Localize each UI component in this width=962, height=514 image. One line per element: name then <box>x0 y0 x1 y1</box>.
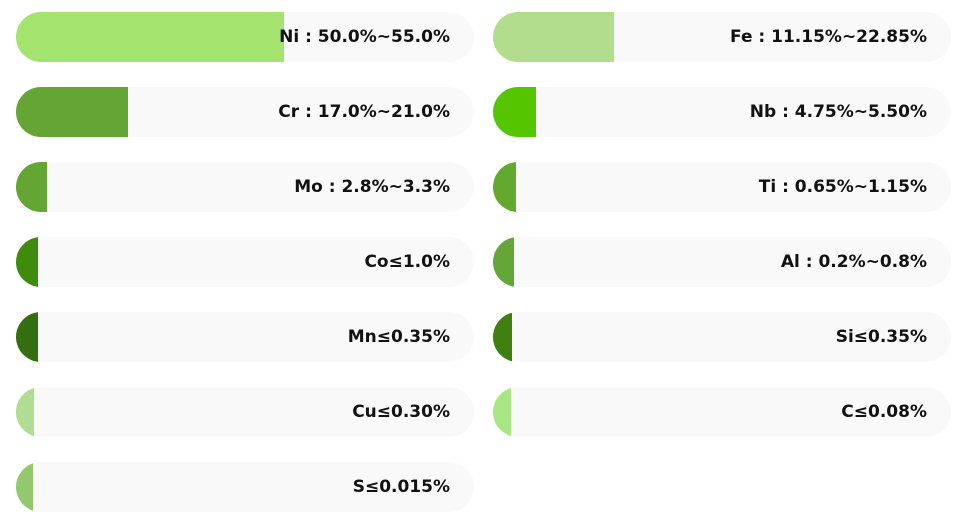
bar <box>493 237 515 287</box>
bar-track: Nb : 4.75%~5.50% <box>493 87 951 137</box>
bar-label: Mo : 2.8%~3.3% <box>294 177 450 197</box>
bar-track: Si≤0.35% <box>493 312 951 362</box>
bar-label: Ni : 50.0%~55.0% <box>279 27 450 47</box>
bar-track: Mn≤0.35% <box>16 312 474 362</box>
bar-track: S≤0.015% <box>16 462 474 512</box>
bar-track: C≤0.08% <box>493 387 951 437</box>
bar <box>16 237 38 287</box>
bar-label: Ti : 0.65%~1.15% <box>758 177 927 197</box>
bar <box>493 87 537 137</box>
bar <box>493 312 512 362</box>
bar-label: Fe : 11.15%~22.85% <box>730 27 927 47</box>
bar-track: Fe : 11.15%~22.85% <box>493 12 951 62</box>
bar-track: Cu≤0.30% <box>16 387 474 437</box>
bar <box>16 312 38 362</box>
bar <box>493 12 614 62</box>
bar <box>16 12 284 62</box>
bar <box>16 387 34 437</box>
bar-label: Al : 0.2%~0.8% <box>780 252 927 272</box>
bar <box>16 462 33 512</box>
bar <box>16 162 48 212</box>
bar <box>493 162 516 212</box>
bar <box>493 387 511 437</box>
bar-label: Si≤0.35% <box>835 327 927 347</box>
bar-track: Mo : 2.8%~3.3% <box>16 162 474 212</box>
bar-label: Cr : 17.0%~21.0% <box>278 102 450 122</box>
bar-track: Ti : 0.65%~1.15% <box>493 162 951 212</box>
bar-track: Ni : 50.0%~55.0% <box>16 12 474 62</box>
bar <box>16 87 129 137</box>
bar-label: S≤0.015% <box>352 477 450 497</box>
bar-label: Nb : 4.75%~5.50% <box>749 102 927 122</box>
bar-label: Co≤1.0% <box>364 252 450 272</box>
bar-label: C≤0.08% <box>841 402 927 422</box>
bar-track: Al : 0.2%~0.8% <box>493 237 951 287</box>
bar-track: Cr : 17.0%~21.0% <box>16 87 474 137</box>
bar-label: Mn≤0.35% <box>347 327 450 347</box>
bar-label: Cu≤0.30% <box>352 402 450 422</box>
bar-track: Co≤1.0% <box>16 237 474 287</box>
